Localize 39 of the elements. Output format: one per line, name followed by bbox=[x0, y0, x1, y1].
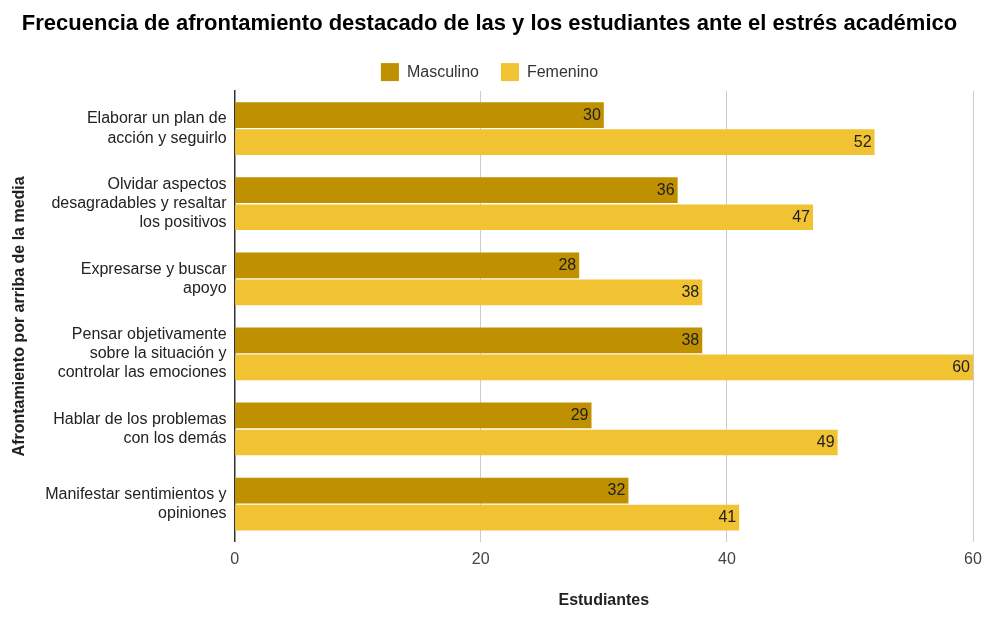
data-label: 41 bbox=[718, 507, 737, 525]
x-tick-label: 0 bbox=[230, 549, 240, 567]
data-label: 47 bbox=[792, 207, 811, 225]
bar bbox=[235, 504, 740, 531]
x-tick-label: 60 bbox=[964, 549, 982, 567]
data-label: 38 bbox=[681, 330, 700, 348]
x-tick-label: 20 bbox=[471, 549, 490, 567]
bar bbox=[235, 279, 703, 306]
bar bbox=[235, 402, 592, 429]
data-label: 38 bbox=[681, 282, 700, 300]
bar bbox=[235, 477, 629, 504]
y-tick-label: Elaborar un plan de acción y seguirlo bbox=[86, 109, 227, 146]
chart-title: Frecuencia de afrontamiento destacado de las y los estudiantes ante el estrés académico bbox=[21, 9, 958, 35]
y-tick-label: Expresarse y buscar apoyo bbox=[80, 259, 228, 296]
data-label: 30 bbox=[583, 105, 601, 123]
y-tick-label: Pensar objetivamente sobre la situación y controlar las emociones bbox=[57, 325, 227, 381]
data-label: 28 bbox=[558, 255, 577, 273]
bar bbox=[235, 429, 838, 456]
data-label: 32 bbox=[607, 480, 626, 498]
bar bbox=[235, 252, 580, 279]
data-label: 52 bbox=[853, 132, 872, 150]
data-label: 29 bbox=[570, 405, 589, 423]
x-axis-title: Estudiantes bbox=[558, 590, 650, 608]
bar bbox=[235, 204, 814, 231]
legend-label: Masculino bbox=[406, 62, 480, 80]
y-tick-label: Manifestar sentimientos y opiniones bbox=[45, 484, 227, 522]
x-tick-label: 40 bbox=[717, 549, 736, 567]
bar bbox=[235, 177, 678, 204]
data-label: 36 bbox=[656, 180, 675, 198]
y-tick-label: Olvidar aspectos desagradables y resaltar los positivos bbox=[51, 174, 228, 231]
bar bbox=[235, 129, 875, 155]
bar bbox=[235, 102, 604, 128]
bar bbox=[235, 354, 973, 381]
bar bbox=[235, 327, 703, 354]
legend-label: Femenino bbox=[526, 62, 599, 80]
data-label: 60 bbox=[952, 357, 971, 375]
y-axis-title: Afrontamiento por arriba de la media bbox=[10, 176, 28, 457]
data-label: 49 bbox=[816, 432, 835, 450]
y-tick-label: Hablar de los problemas con los demás bbox=[53, 409, 227, 446]
